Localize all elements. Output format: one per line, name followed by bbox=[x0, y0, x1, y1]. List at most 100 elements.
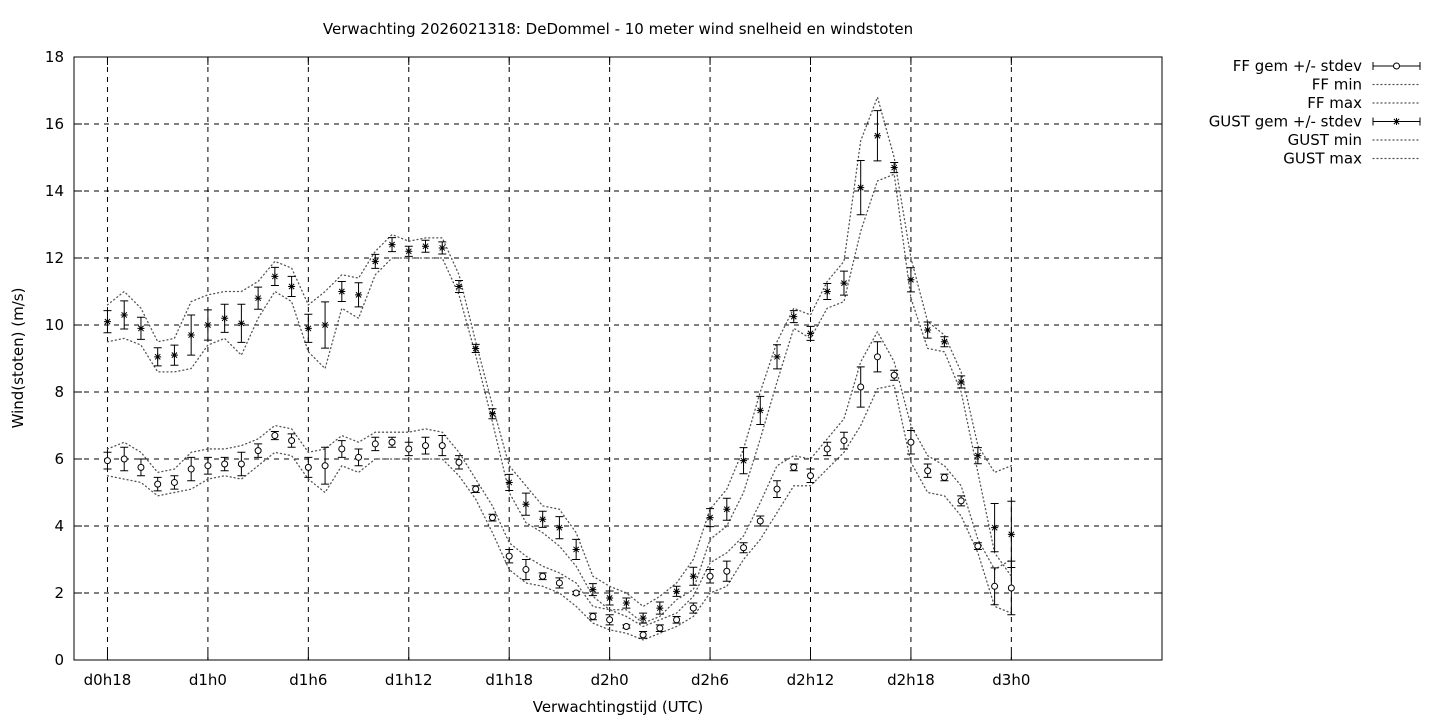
gust-mean-point bbox=[120, 311, 128, 319]
ff-mean-point bbox=[589, 612, 597, 620]
legend-label: FF min bbox=[1312, 76, 1362, 94]
ff-errorbars bbox=[103, 341, 1016, 639]
ff-mean-point bbox=[606, 616, 614, 624]
gust-mean-point bbox=[321, 321, 329, 329]
gust-mean-point bbox=[656, 604, 664, 612]
ff-mean-point bbox=[823, 445, 831, 453]
ff-mean-point bbox=[790, 463, 798, 471]
gust-min-line bbox=[106, 173, 1013, 624]
gust-mean-point bbox=[555, 524, 563, 532]
ff-mean-point bbox=[355, 453, 363, 461]
gust-mean-point bbox=[907, 276, 915, 284]
gust-mean-point bbox=[254, 294, 262, 302]
gust-mean-point bbox=[170, 351, 178, 359]
y-axis: 0 2 4 6 8 10 12 14 16 18 bbox=[45, 48, 1162, 669]
ff-mean-point bbox=[522, 566, 530, 574]
y-tick-label: 16 bbox=[45, 115, 64, 133]
y-tick-label: 2 bbox=[54, 584, 64, 602]
ff-mean-point bbox=[940, 473, 948, 481]
x-tick-label: d2h0 bbox=[591, 671, 629, 689]
ff-mean-point bbox=[338, 445, 346, 453]
gust-mean-point bbox=[154, 353, 162, 361]
gust-mean-point bbox=[103, 318, 111, 326]
ff-mean-point bbox=[438, 442, 446, 450]
gust-mean-point bbox=[840, 279, 848, 287]
gust-mean-point bbox=[455, 282, 463, 290]
ff-mean-point bbox=[120, 455, 128, 463]
gust-max-line bbox=[106, 95, 1013, 608]
gust-mean-point bbox=[271, 272, 279, 280]
gust-mean-point bbox=[639, 614, 647, 622]
y-tick-label: 10 bbox=[45, 316, 64, 334]
ff-mean-point bbox=[539, 572, 547, 580]
x-tick-label: d2h18 bbox=[887, 671, 935, 689]
gust-mean-point bbox=[622, 599, 630, 607]
ff-mean-point bbox=[237, 460, 245, 468]
ff-mean-point bbox=[857, 383, 865, 391]
gust-mean-point bbox=[1393, 118, 1400, 125]
gust-mean-point bbox=[1007, 530, 1015, 538]
y-tick-label: 8 bbox=[54, 383, 64, 401]
gust-max-polyline bbox=[106, 95, 1013, 608]
legend-label: FF max bbox=[1307, 94, 1362, 112]
plot-border bbox=[73, 56, 1163, 661]
y-tick-label: 0 bbox=[54, 651, 64, 669]
gust-mean-point bbox=[187, 331, 195, 339]
ff-mean-point bbox=[756, 517, 764, 525]
chart-title: Verwachting 2026021318: DeDommel - 10 me… bbox=[323, 20, 913, 38]
gust-mean-point bbox=[204, 321, 212, 329]
x-tick-label: d3h0 bbox=[992, 671, 1030, 689]
ff-min-polyline bbox=[106, 384, 1013, 641]
ff-mean-point bbox=[472, 485, 480, 493]
gust-mean-point bbox=[790, 313, 798, 321]
ff-mean-point bbox=[840, 437, 848, 445]
ff-mean-point bbox=[873, 353, 881, 361]
ff-max-line bbox=[106, 330, 1013, 628]
ff-mean-point bbox=[1393, 62, 1400, 70]
gust-mean-point bbox=[371, 257, 379, 265]
legend-label: GUST gem +/- stdev bbox=[1209, 113, 1362, 131]
gust-mean-point bbox=[221, 314, 229, 322]
gust-mean-point bbox=[890, 164, 898, 172]
gust-mean-point bbox=[572, 545, 580, 553]
ff-mean-point bbox=[488, 514, 496, 522]
gust-mean-point bbox=[589, 586, 597, 594]
y-tick-label: 4 bbox=[54, 517, 64, 535]
gust-mean-point bbox=[505, 478, 513, 486]
gust-min-polyline bbox=[106, 173, 1013, 624]
y-tick-label: 14 bbox=[45, 182, 64, 200]
gust-mean-point bbox=[606, 594, 614, 602]
x-tick-label: d2h12 bbox=[787, 671, 835, 689]
ff-max-polyline bbox=[106, 330, 1013, 628]
gust-mean-point bbox=[924, 326, 932, 334]
gust-mean-point bbox=[288, 282, 296, 290]
gust-mean-point bbox=[338, 288, 346, 295]
gust-mean-point bbox=[806, 329, 814, 337]
grid bbox=[74, 57, 1162, 660]
ff-mean-point bbox=[271, 432, 279, 440]
ff-mean-point bbox=[422, 442, 430, 450]
gust-mean-point bbox=[388, 241, 396, 249]
ff-mean-point bbox=[555, 579, 563, 587]
ff-mean-point bbox=[187, 465, 195, 473]
ff-mean-point bbox=[388, 438, 396, 446]
y-tick-label: 6 bbox=[54, 450, 64, 468]
ff-mean-point bbox=[221, 460, 229, 468]
ff-mean-point bbox=[957, 497, 965, 505]
gust-mean-point bbox=[873, 132, 881, 140]
ff-mean-point bbox=[137, 463, 145, 471]
gust-mean-point bbox=[472, 344, 480, 352]
gust-mean-point bbox=[756, 406, 764, 414]
x-tick-label: d0h18 bbox=[84, 671, 132, 689]
gust-mean-point bbox=[773, 353, 781, 361]
y-axis-label: Wind(stoten) (m/s) bbox=[9, 288, 27, 429]
ff-mean-point bbox=[170, 478, 178, 486]
ff-mean-point bbox=[673, 616, 681, 624]
legend-label: GUST max bbox=[1283, 150, 1362, 168]
y-tick-label: 12 bbox=[45, 249, 64, 267]
y-tick-label: 18 bbox=[45, 48, 64, 66]
x-tick-label: d1h12 bbox=[385, 671, 433, 689]
gust-mean-point bbox=[405, 247, 413, 255]
